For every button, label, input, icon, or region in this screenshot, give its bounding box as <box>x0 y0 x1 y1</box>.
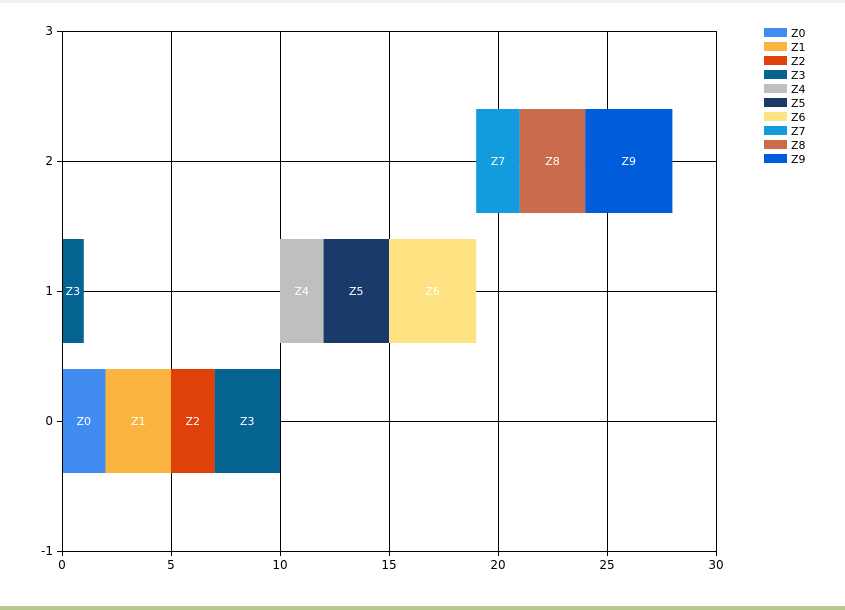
legend-label: Z2 <box>791 55 806 68</box>
bar-segment <box>62 369 106 473</box>
legend-swatch <box>764 70 787 79</box>
bar-segment <box>476 109 520 213</box>
axes: 0 5 10 15 20 25 30 -1 0 1 2 3 <box>41 24 724 572</box>
bar-segment <box>105 369 171 473</box>
x-tick-label: 25 <box>599 558 614 572</box>
bar-label: Z5 <box>349 285 364 298</box>
bar-segment <box>519 109 586 213</box>
bar-label: Z9 <box>622 155 637 168</box>
bar-label: Z1 <box>131 415 146 428</box>
y-tick-label: 0 <box>45 414 53 428</box>
x-tick-label: 20 <box>490 558 505 572</box>
legend-label: Z1 <box>791 41 806 54</box>
window-bottom-border <box>0 606 845 610</box>
legend-label: Z9 <box>791 153 806 166</box>
bar-label: Z3 <box>66 285 81 298</box>
bar-segment <box>585 109 673 213</box>
bar-segment <box>171 369 215 473</box>
x-tick-label: 15 <box>381 558 396 572</box>
bar-segment <box>280 239 324 343</box>
bar-label: Z8 <box>545 155 560 168</box>
legend-swatch <box>764 56 787 65</box>
y-tick-label: 3 <box>45 24 53 38</box>
y-tick-label: -1 <box>41 544 53 558</box>
bar-segment <box>62 239 84 343</box>
x-tick-label: 30 <box>708 558 723 572</box>
bar-label: Z4 <box>295 285 310 298</box>
legend-label: Z6 <box>791 111 806 124</box>
bar-segment <box>389 239 477 343</box>
legend-swatch <box>764 84 787 93</box>
legend-label: Z7 <box>791 125 806 138</box>
bar-label: Z6 <box>425 285 440 298</box>
y-tick-label: 2 <box>45 154 53 168</box>
x-tick-label: 0 <box>58 558 66 572</box>
bar-segment <box>214 369 280 473</box>
bar-label: Z7 <box>491 155 506 168</box>
legend-label: Z8 <box>791 139 806 152</box>
bar-segment <box>323 239 389 343</box>
bar-label: Z0 <box>77 415 92 428</box>
x-tick-label: 10 <box>272 558 287 572</box>
legend-swatch <box>764 98 787 107</box>
bar-label: Z3 <box>240 415 255 428</box>
legend-label: Z5 <box>791 97 806 110</box>
legend-label: Z4 <box>791 83 806 96</box>
legend-label: Z0 <box>791 27 806 40</box>
legend-swatch <box>764 42 787 51</box>
legend-swatch <box>764 28 787 37</box>
x-tick-label: 5 <box>167 558 175 572</box>
chart-area: Z0 Z1 Z2 Z3 Z3 Z4 Z5 Z6 Z7 Z8 Z9 0 5 10 15 20 25 30 -1 0 1 2… <box>0 3 845 606</box>
legend-label: Z3 <box>791 69 806 82</box>
legend-swatch <box>764 140 787 149</box>
legend-swatch <box>764 112 787 121</box>
y-tick-label: 1 <box>45 284 53 298</box>
bars: Z0 Z1 Z2 Z3 Z3 Z4 Z5 Z6 Z7 Z8 Z9 <box>62 109 673 473</box>
legend-swatch <box>764 126 787 135</box>
bar-label: Z2 <box>186 415 201 428</box>
legend-swatch <box>764 154 787 163</box>
